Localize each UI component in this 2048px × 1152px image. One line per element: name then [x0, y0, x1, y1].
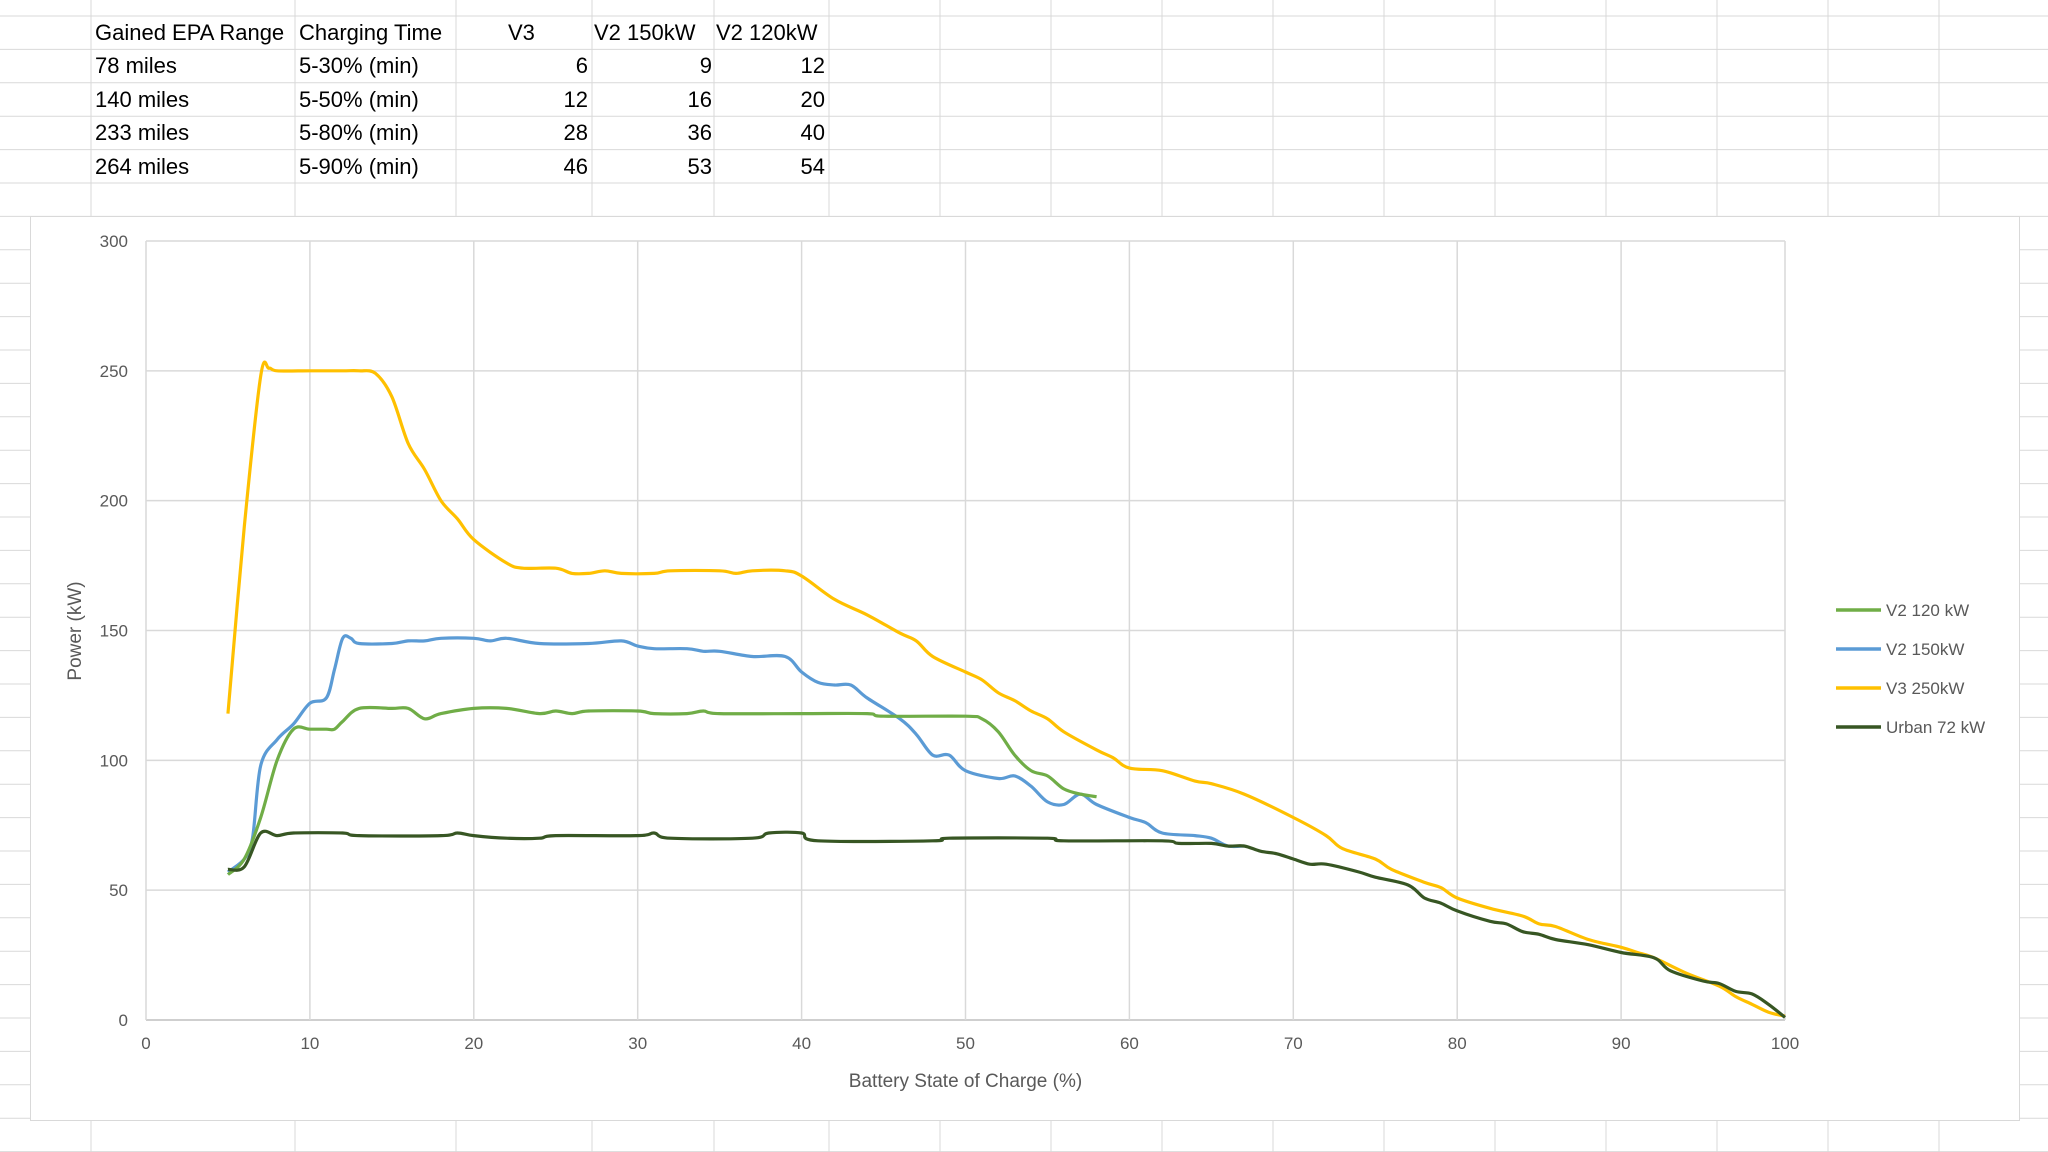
legend-entry[interactable]: V2 120 kW [1836, 601, 1969, 620]
x-tick-label: 100 [1771, 1034, 1799, 1053]
table-cell[interactable]: 140 miles [95, 86, 190, 112]
table-header-cell[interactable]: Gained EPA Range [95, 20, 285, 45]
series-line-v2-150kw[interactable] [226, 634, 1245, 874]
table-cell[interactable]: 36 [687, 120, 712, 146]
series-line-v2-120-kw[interactable] [226, 705, 1097, 876]
y-tick-label: 50 [109, 881, 128, 900]
table-cell[interactable]: 264 miles [95, 153, 190, 179]
table-cell[interactable]: 12 [563, 86, 588, 112]
table-cell[interactable]: 12 [800, 53, 825, 79]
table-cell[interactable]: 40 [800, 120, 825, 146]
y-tick-label: 300 [100, 232, 128, 251]
table-cell[interactable]: 233 miles [95, 120, 190, 146]
x-tick-label: 50 [956, 1034, 975, 1053]
table-cell[interactable]: 5-50% (min) [299, 86, 419, 112]
legend-label: V2 120 kW [1886, 601, 1969, 620]
x-tick-label: 0 [141, 1034, 150, 1053]
table-cell[interactable]: 20 [800, 86, 825, 112]
line-chart: 0 50 100 150 200 250 300 0 10 20 30 40 50 60 70 80 90 100… [65, 232, 1985, 1092]
table-header-cell[interactable]: V2 150kW [594, 20, 696, 45]
legend-entry[interactable]: Urban 72 kW [1836, 718, 1985, 737]
legend-entry[interactable]: V3 250kW [1836, 679, 1964, 698]
legend-label: V3 250kW [1886, 679, 1964, 698]
x-tick-label: 10 [300, 1034, 319, 1053]
series-line-v3-250kw[interactable] [226, 360, 1786, 1018]
x-tick-label: 40 [792, 1034, 811, 1053]
y-tick-label: 150 [100, 622, 128, 641]
table-cell[interactable]: 6 [575, 53, 588, 79]
table-header-cell[interactable]: V2 120kW [716, 20, 818, 45]
table-cell[interactable]: 5-90% (min) [299, 153, 419, 179]
y-tick-label: 100 [100, 751, 128, 770]
x-tick-label: 80 [1448, 1034, 1467, 1053]
table-cell[interactable]: 46 [563, 153, 588, 179]
x-tick-label: 20 [464, 1034, 483, 1053]
legend-label: Urban 72 kW [1886, 718, 1985, 737]
table-cell[interactable]: 9 [699, 53, 712, 79]
legend-label: V2 150kW [1886, 640, 1964, 659]
x-tick-label: 30 [628, 1034, 647, 1053]
x-tick-label: 70 [1284, 1034, 1303, 1053]
table-cell[interactable]: 28 [563, 120, 588, 146]
y-tick-label: 200 [100, 492, 128, 511]
table-header-cell[interactable]: Charging Time [299, 20, 443, 45]
y-tick-label: 0 [119, 1011, 128, 1030]
chart[interactable]: 0 50 100 150 200 250 300 0 10 20 30 40 50 60 70 80 90 100… [30, 216, 2020, 1121]
y-tick-label: 250 [100, 362, 128, 381]
table-cell[interactable]: 5-80% (min) [299, 120, 419, 146]
table-cell[interactable]: 16 [687, 86, 712, 112]
y-axis-title: Power (kW) [65, 581, 86, 680]
table-cell[interactable]: 5-30% (min) [299, 53, 419, 79]
table-cell[interactable]: 54 [800, 153, 825, 179]
table-header-cell[interactable]: V3 [508, 20, 535, 45]
legend-entry[interactable]: V2 150kW [1836, 640, 1964, 659]
table-cell[interactable]: 53 [687, 153, 712, 179]
x-axis-title: Battery State of Charge (%) [849, 1071, 1082, 1092]
x-tick-label: 60 [1120, 1034, 1139, 1053]
series-line-urban-72-kw[interactable] [227, 829, 1787, 1019]
x-tick-label: 90 [1612, 1034, 1631, 1053]
table-cell[interactable]: 78 miles [95, 53, 177, 79]
